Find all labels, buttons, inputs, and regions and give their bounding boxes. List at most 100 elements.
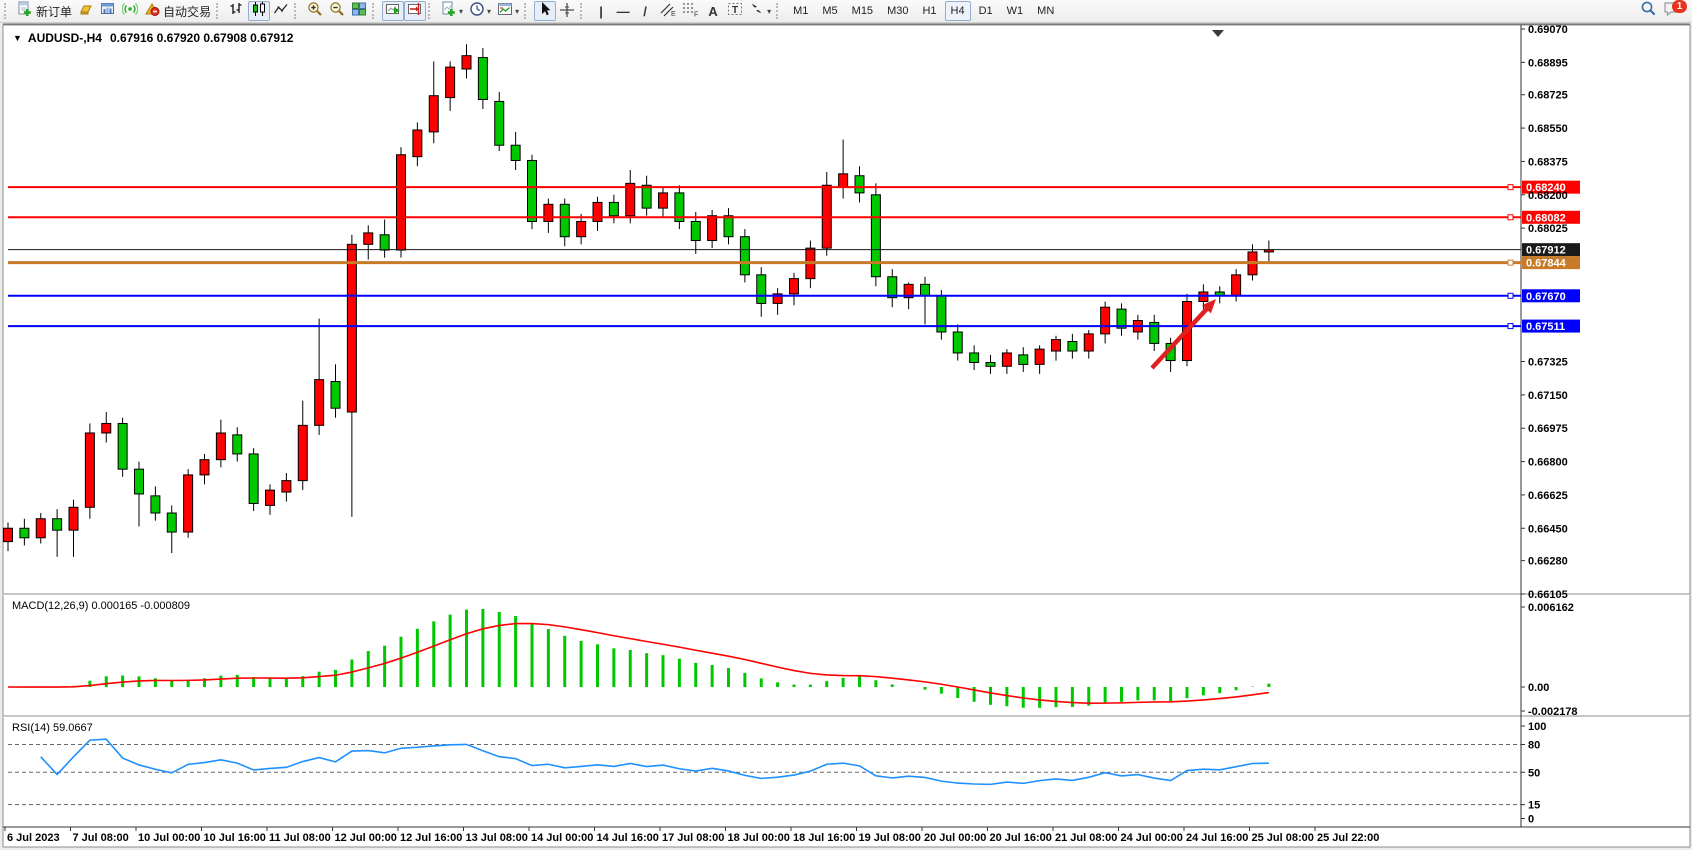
chart-shift-marker[interactable]	[1212, 30, 1224, 37]
candle	[887, 276, 898, 299]
zoom-out-icon	[329, 1, 345, 22]
hline-handle[interactable]	[1507, 184, 1514, 191]
chat-button[interactable]: 1	[1660, 0, 1687, 21]
candle	[183, 474, 194, 533]
chart-shift-button[interactable]	[404, 1, 427, 21]
time-axis-label: 24 Jul 00:00	[1121, 832, 1183, 844]
candle	[461, 55, 472, 70]
zoom-in-button[interactable]	[304, 1, 326, 21]
candle	[1231, 274, 1242, 297]
timeframe-M30[interactable]: M30	[887, 5, 909, 17]
price-line-label-text: 0.68082	[1526, 212, 1566, 224]
toolbar-grip[interactable]	[4, 3, 11, 19]
toolbar-grip[interactable]	[428, 3, 435, 19]
candlestick-chart-button[interactable]	[248, 1, 271, 21]
candle	[379, 234, 390, 251]
candle	[265, 489, 275, 506]
horizontal-line-button[interactable]: —	[612, 1, 634, 21]
new-order-label: 新订单	[36, 4, 73, 19]
timeframe-W1[interactable]: W1	[1006, 5, 1024, 17]
candle	[3, 527, 13, 543]
new-order-button[interactable]: 新订单	[14, 1, 75, 21]
svg-text:E: E	[671, 11, 676, 17]
timeframe-H1[interactable]: H1	[922, 5, 937, 17]
gold-bar-icon	[78, 1, 94, 22]
time-axis-label: 10 Jul 00:00	[138, 832, 200, 844]
toolbar-grip[interactable]	[372, 3, 379, 19]
candle	[723, 215, 734, 238]
candle	[477, 57, 488, 101]
arrows-icon	[749, 1, 765, 22]
line-chart-button[interactable]	[270, 1, 292, 21]
candle	[1051, 339, 1061, 352]
new-chart-button[interactable]: ▾	[438, 1, 466, 21]
hline-handle[interactable]	[1507, 323, 1514, 330]
timeframe-M5[interactable]: M5	[822, 5, 838, 17]
price-axis: 0.69070 0.68895 0.68725 0.68550 0.68375 0.682…	[1521, 24, 1568, 601]
cursor-button[interactable]	[534, 1, 557, 21]
auto-trading-button[interactable]: 自动交易	[141, 1, 214, 21]
toolbar-grip[interactable]	[580, 3, 587, 19]
crosshair-button[interactable]	[556, 1, 578, 21]
candle	[854, 175, 865, 194]
candle	[789, 278, 799, 295]
timeframe-MN[interactable]: MN	[1037, 5, 1055, 17]
equidistant-channel-button[interactable]: E	[656, 1, 679, 21]
time-axis-label: 14 Jul 00:00	[531, 832, 593, 844]
zoom-out-button[interactable]	[326, 1, 348, 21]
price-line-label	[1522, 180, 1580, 194]
timeframe-D1[interactable]: D1	[978, 5, 993, 17]
price-tick: 0.66975	[1528, 423, 1568, 435]
candle	[707, 215, 718, 242]
candle	[1116, 308, 1127, 329]
text-label-icon: T	[727, 1, 743, 22]
chart-title: ▼ AUDUSD-,H4 0.67916 0.67920 0.67908 0.6…	[13, 31, 293, 45]
search-button[interactable]	[1637, 1, 1660, 21]
toolbar: 新订单 自动交易	[0, 0, 1692, 23]
toolbar-grip[interactable]	[776, 3, 783, 19]
candle	[363, 232, 374, 245]
time-axis-label: 18 Jul 16:00	[793, 832, 855, 844]
equidistant-channel-icon: E	[659, 1, 676, 22]
tile-windows-button[interactable]	[348, 1, 370, 21]
bar-chart-button[interactable]	[226, 1, 248, 21]
template-icon	[497, 1, 513, 22]
candle	[1100, 306, 1111, 335]
hline-handle[interactable]	[1507, 292, 1514, 299]
toolbar-grip[interactable]	[216, 3, 223, 19]
time-axis-label: 12 Jul 00:00	[335, 832, 397, 844]
text-label-button[interactable]: T	[724, 1, 746, 21]
price-tick: 0.67325	[1528, 357, 1568, 369]
timeframe-M1[interactable]: M1	[793, 5, 809, 17]
auto-scroll-button[interactable]	[382, 1, 405, 21]
text-button[interactable]: A	[702, 1, 724, 21]
gold-button[interactable]	[75, 1, 97, 21]
price-tick: 0.68895	[1528, 57, 1568, 69]
one-click-trading-toggle[interactable]: ▼	[13, 33, 22, 43]
fibonacci-button[interactable]: F	[679, 1, 702, 21]
candle	[84, 432, 95, 508]
market-watch-button[interactable]	[97, 1, 119, 21]
trendline-button[interactable]: /	[634, 1, 656, 21]
period-button[interactable]: ▾	[466, 1, 494, 21]
macd-signal-line	[7, 622, 1269, 704]
arrows-button[interactable]: ▾	[746, 1, 774, 21]
candle	[19, 527, 30, 539]
signal-button[interactable]	[119, 1, 141, 21]
toolbar-grip[interactable]	[294, 3, 301, 19]
toolbar-grip[interactable]	[524, 3, 531, 19]
line-chart-icon	[273, 1, 289, 22]
vertical-line-button[interactable]: |	[590, 1, 612, 21]
svg-text:T: T	[732, 5, 738, 16]
hline-handle[interactable]	[1507, 214, 1514, 221]
timeframe-H4[interactable]: H4	[944, 1, 971, 21]
template-button[interactable]: ▾	[494, 1, 522, 21]
time-axis-label: 20 Jul 16:00	[990, 832, 1052, 844]
candle	[1001, 352, 1012, 367]
hline-handle[interactable]	[1507, 259, 1514, 266]
candle	[608, 201, 619, 217]
timeframe-M15[interactable]: M15	[851, 5, 874, 17]
bar-chart-icon	[229, 1, 245, 22]
annotation-arrow[interactable]	[1150, 299, 1216, 370]
